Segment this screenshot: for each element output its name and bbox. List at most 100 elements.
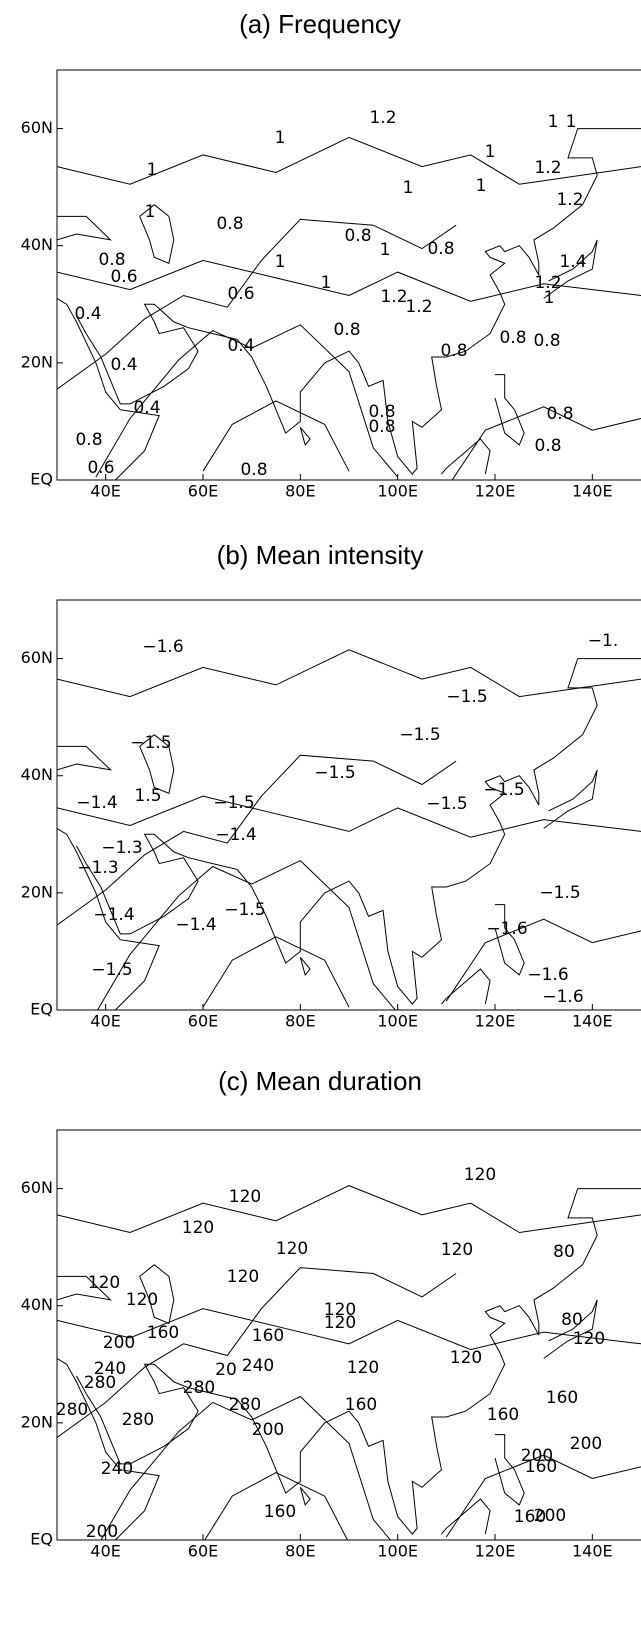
contour	[57, 1186, 641, 1233]
contour-label: 20	[215, 1360, 237, 1380]
contour-label: 1	[548, 112, 559, 132]
contour-label: 0.4	[110, 355, 137, 375]
coastline	[495, 905, 524, 975]
contour-label: −1.6	[527, 965, 568, 985]
contour-label: −1.6	[486, 919, 527, 939]
x-tick-label: 80E	[285, 1012, 315, 1031]
coastline	[57, 298, 159, 480]
contour-label: −1.4	[215, 825, 256, 845]
contour-label: 120	[88, 1273, 120, 1293]
contour-label: 120	[182, 1218, 214, 1238]
x-tick-label: 40E	[90, 1012, 120, 1031]
contour-label: 0.8	[216, 214, 243, 234]
contour-label: 1	[275, 128, 286, 148]
contour-label: −1.4	[175, 915, 216, 935]
contour-label: 0.4	[133, 398, 160, 418]
x-tick-label: 140E	[572, 1012, 613, 1031]
y-tick-label: EQ	[30, 1530, 53, 1549]
contour-label: −1.5	[446, 687, 487, 707]
contour-label: −1.5	[224, 900, 265, 920]
contour-label: 0.8	[427, 239, 454, 259]
contour-label: −1.5	[426, 794, 467, 814]
contour-label: 120	[229, 1187, 261, 1207]
contour-label: 1.2	[405, 297, 432, 317]
contour-label: 0.8	[499, 328, 526, 348]
contour-label: 0.8	[240, 460, 267, 480]
contour-label: 120	[324, 1313, 356, 1333]
contour-label: −1.5	[483, 780, 524, 800]
contour-label: 1	[145, 202, 156, 222]
coastline	[495, 375, 524, 445]
y-tick-label: 40N	[21, 1295, 53, 1314]
contour	[96, 861, 398, 1013]
map-area: 1201201201201208012012012012012080200160…	[56, 1165, 641, 1549]
contour	[203, 401, 349, 471]
coastline	[57, 746, 111, 770]
contour-label: 1.2	[369, 108, 396, 128]
panel-title: (a) Frequency	[239, 9, 401, 39]
coastline	[300, 1487, 310, 1505]
contour-label: 1	[147, 160, 158, 180]
x-tick-label: 40E	[90, 1542, 120, 1561]
panel: (a) Frequency1.211111.21111.210.80.80.81…	[21, 9, 641, 501]
contour-label: 200	[570, 1434, 602, 1454]
contour-label: 200	[86, 1522, 118, 1542]
contour-label: −1.6	[142, 637, 183, 657]
contour-label: −1.5	[130, 733, 171, 753]
contour-label: −1.5	[91, 960, 132, 980]
contour-label: 0.8	[344, 226, 371, 246]
y-tick-label: EQ	[30, 470, 53, 489]
coastline	[442, 1499, 491, 1534]
contour-label: 1	[566, 112, 577, 132]
y-tick-label: 40N	[21, 765, 53, 784]
contour	[203, 937, 349, 1007]
contour-label: 160	[252, 1326, 284, 1346]
contour-label: 1	[485, 142, 496, 162]
contour-label: 240	[242, 1356, 274, 1376]
y-tick-label: 20N	[21, 882, 53, 901]
contour-label: 1.2	[556, 190, 583, 210]
contour-label: 0.6	[87, 458, 114, 478]
contour-label: −1.5	[399, 725, 440, 745]
contour-label: 240	[101, 1459, 133, 1479]
contour-label: 1	[476, 176, 487, 196]
contour-label: 1	[321, 273, 332, 293]
contour-label: −1.5	[314, 763, 355, 783]
contour-label: 200	[534, 1506, 566, 1526]
contour-label: −1.5	[539, 883, 580, 903]
contour-label: 160	[147, 1323, 179, 1343]
contour-label: 280	[84, 1373, 116, 1393]
x-tick-label: 120E	[475, 1012, 516, 1031]
y-tick-label: 20N	[21, 1412, 53, 1431]
contour-label: −1.4	[76, 793, 117, 813]
contour-label: 280	[229, 1395, 261, 1415]
contour-label: −1.6	[542, 987, 583, 1007]
contour-label: 0.8	[546, 404, 573, 424]
x-tick-label: 100E	[377, 482, 418, 501]
contour-label: 1	[544, 288, 555, 308]
contour-label: 1.4	[559, 252, 586, 272]
x-tick-label: 60E	[188, 1012, 218, 1031]
contour-label: 120	[347, 1358, 379, 1378]
contour-label: 120	[573, 1329, 605, 1349]
contour-label: −1.3	[101, 838, 142, 858]
contour-label: −1.	[588, 631, 618, 651]
x-tick-label: 120E	[475, 482, 516, 501]
panel-title: (b) Mean intensity	[217, 540, 424, 570]
contour-label: 80	[553, 1242, 575, 1262]
contour-label: 0.8	[440, 341, 467, 361]
y-tick-label: 60N	[21, 118, 53, 137]
x-tick-label: 60E	[188, 1542, 218, 1561]
contour-label: 0.8	[368, 417, 395, 437]
x-tick-label: 60E	[188, 482, 218, 501]
contour-label: 0.4	[74, 304, 101, 324]
contour-label: −1.5	[213, 793, 254, 813]
contour-label: 80	[561, 1310, 583, 1330]
panel-title: (c) Mean duration	[218, 1066, 422, 1096]
contour-label: 160	[487, 1405, 519, 1425]
coastline	[300, 957, 310, 975]
contour-label: 160	[345, 1395, 377, 1415]
contour-label: 120	[450, 1348, 482, 1368]
contour-label: 120	[227, 1267, 259, 1287]
